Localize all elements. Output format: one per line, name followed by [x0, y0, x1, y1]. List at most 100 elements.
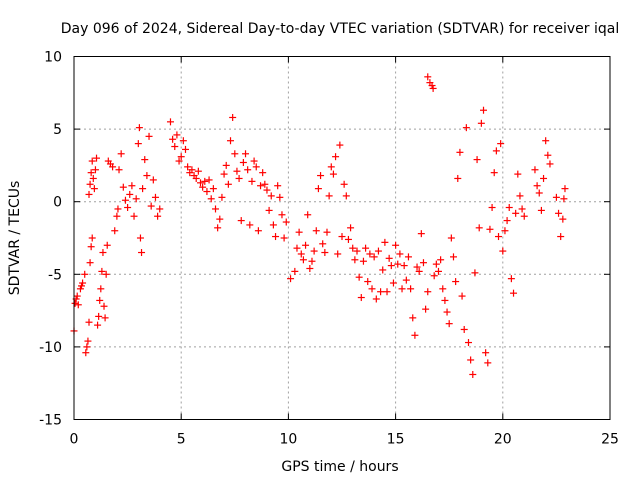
data-point — [432, 260, 440, 268]
data-point — [85, 318, 93, 326]
data-point — [379, 266, 387, 274]
data-point — [88, 234, 96, 242]
data-point — [139, 185, 147, 193]
data-point — [237, 217, 245, 225]
data-point — [452, 278, 460, 286]
data-point — [332, 153, 340, 161]
data-point — [302, 241, 310, 249]
data-point — [244, 166, 252, 174]
data-point — [334, 250, 342, 258]
x-axis-label: GPS time / hours — [281, 459, 398, 475]
data-point — [402, 276, 410, 284]
data-point — [209, 185, 217, 193]
data-point — [400, 262, 408, 270]
data-point — [495, 233, 503, 241]
data-point — [99, 249, 107, 257]
data-point — [490, 169, 498, 177]
data-point — [351, 256, 359, 264]
data-point — [171, 143, 179, 151]
data-point — [254, 227, 262, 235]
data-point — [449, 253, 457, 261]
data-point — [274, 182, 282, 190]
data-point — [492, 147, 500, 155]
data-point — [447, 234, 455, 242]
data-point — [304, 211, 312, 219]
data-point — [407, 285, 415, 293]
data-point — [267, 192, 275, 200]
data-point — [381, 238, 389, 246]
data-point — [154, 212, 162, 220]
data-point — [312, 227, 320, 235]
data-point — [398, 285, 406, 293]
data-point — [135, 124, 143, 132]
data-point — [130, 212, 138, 220]
data-point — [147, 202, 155, 210]
data-point — [192, 174, 200, 182]
y-axis-label: SDTVAR / TECUs — [7, 181, 23, 296]
data-point — [467, 356, 475, 364]
data-point — [362, 244, 370, 252]
data-point — [177, 153, 185, 161]
y-tick-label: -10 — [39, 340, 62, 356]
data-point — [561, 185, 569, 193]
data-point — [419, 259, 427, 267]
data-point — [218, 193, 226, 201]
data-point — [227, 137, 235, 145]
data-point — [475, 224, 483, 232]
data-point — [119, 183, 127, 191]
data-point — [257, 182, 265, 190]
data-point — [282, 218, 290, 226]
data-point — [482, 349, 490, 357]
data-point — [510, 289, 518, 297]
x-tick-label: 20 — [494, 432, 512, 448]
data-point — [499, 247, 507, 255]
data-point — [86, 180, 94, 188]
data-point — [278, 211, 286, 219]
data-point — [100, 302, 108, 310]
data-point — [336, 141, 344, 149]
data-point — [121, 196, 129, 204]
data-point — [507, 275, 515, 283]
data-point — [349, 244, 357, 252]
data-point — [126, 190, 134, 198]
data-point — [87, 169, 95, 177]
data-point — [81, 270, 89, 278]
data-point — [114, 205, 122, 213]
data-point — [194, 167, 202, 175]
data-point — [242, 150, 250, 158]
data-point — [415, 267, 423, 275]
data-point — [222, 161, 230, 169]
x-tick-labels: 0 5 10 15 20 25 — [70, 432, 619, 448]
data-point — [327, 163, 335, 171]
data-point — [74, 301, 82, 309]
data-point — [97, 285, 105, 293]
data-point — [299, 256, 307, 264]
data-points — [70, 73, 569, 378]
data-point — [109, 163, 117, 171]
data-point — [265, 206, 273, 214]
data-point — [477, 119, 485, 127]
data-point — [535, 189, 543, 197]
data-point — [89, 174, 97, 182]
data-point — [443, 308, 451, 316]
data-point — [166, 118, 174, 126]
data-point — [199, 183, 207, 191]
data-point — [73, 292, 81, 300]
data-point — [293, 244, 301, 252]
data-point — [518, 205, 526, 213]
data-point — [94, 321, 102, 329]
data-point — [231, 150, 239, 158]
data-point — [117, 150, 125, 158]
data-point — [460, 325, 468, 333]
data-point — [306, 264, 314, 272]
axis-ticks — [73, 56, 611, 420]
data-point — [552, 193, 560, 201]
data-point — [413, 263, 421, 271]
data-point — [392, 241, 400, 249]
data-point — [96, 296, 104, 304]
data-point — [188, 166, 196, 174]
x-tick-label: 5 — [177, 432, 186, 448]
data-point — [396, 250, 404, 258]
data-point — [124, 204, 132, 212]
